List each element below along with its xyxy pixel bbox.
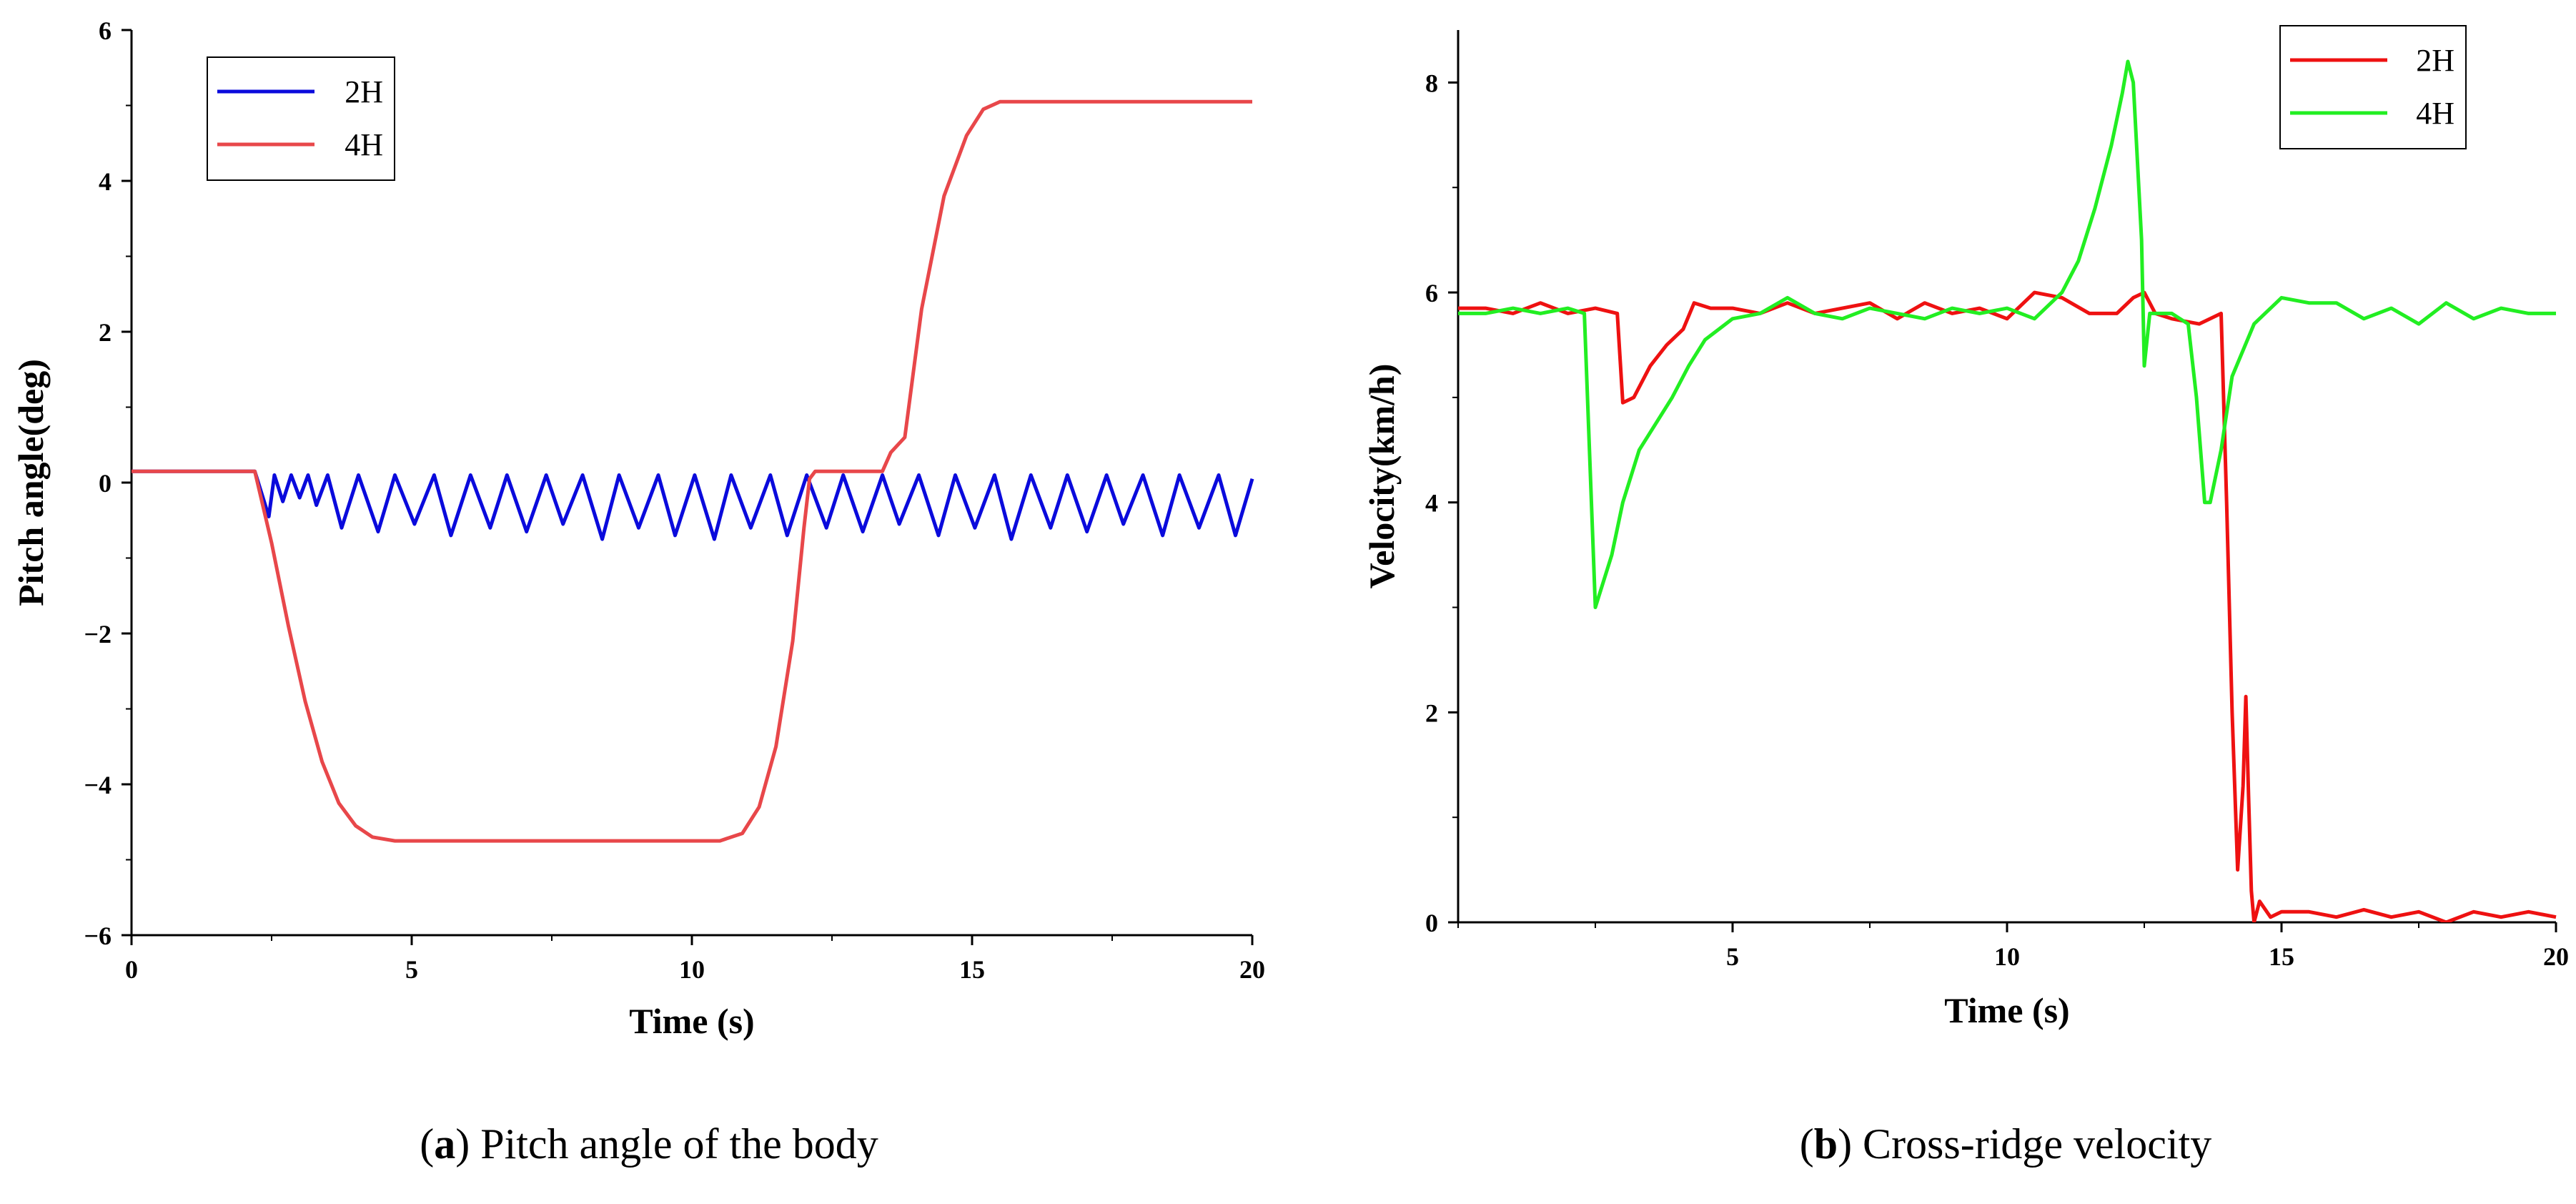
caption-letter: a bbox=[434, 1120, 455, 1168]
x-tick-label: 20 bbox=[1239, 955, 1265, 984]
x-tick-label: 0 bbox=[125, 955, 138, 984]
y-tick-label: −4 bbox=[84, 771, 112, 799]
y-tick-label: 8 bbox=[1425, 69, 1438, 97]
caption: (a) Pitch angle of the body bbox=[420, 1120, 878, 1168]
y-tick-label: 6 bbox=[1425, 279, 1438, 307]
x-tick-label: 10 bbox=[1994, 942, 2020, 971]
y-tick-label: −2 bbox=[84, 620, 112, 648]
legend-box bbox=[2279, 25, 2467, 149]
caption-text: Pitch angle of the body bbox=[480, 1120, 878, 1168]
legend-label-4H: 4H bbox=[2416, 96, 2454, 131]
y-tick-label: 0 bbox=[99, 469, 112, 498]
y-tick-label: 6 bbox=[99, 16, 112, 45]
y-tick-label: −6 bbox=[84, 922, 112, 950]
x-tick-label: 10 bbox=[679, 955, 705, 984]
series-line-4H bbox=[132, 99, 1252, 843]
legend-label-2H: 2H bbox=[2416, 43, 2454, 78]
series-line-2H bbox=[1458, 290, 2557, 922]
series-line-2H bbox=[132, 469, 1254, 541]
caption-text: Cross-ridge velocity bbox=[1863, 1120, 2211, 1168]
caption-paren-open: ( bbox=[420, 1120, 434, 1168]
chart-b: 5 10 15 20 0 2 4 6 8 Time (s) Velocity(km/h) 2H 4H (b… bbox=[1362, 25, 2569, 1168]
x-tick-label: 15 bbox=[959, 955, 985, 984]
legend-label-2H: 2H bbox=[345, 74, 383, 109]
caption-letter: b bbox=[1814, 1120, 1838, 1168]
legend-label-4H: 4H bbox=[345, 127, 383, 162]
legend: 2H 4H bbox=[2279, 25, 2467, 149]
y-tick-label: 0 bbox=[1425, 909, 1438, 937]
x-tick-label: 20 bbox=[2543, 942, 2569, 971]
x-tick-label: 15 bbox=[2269, 942, 2294, 971]
x-tick-label: 5 bbox=[405, 955, 418, 984]
x-tick-label: 5 bbox=[1726, 942, 1739, 971]
y-tick-label: 2 bbox=[1425, 699, 1438, 727]
legend-box bbox=[207, 56, 395, 181]
y-axis-title: Pitch angle(deg) bbox=[11, 359, 51, 606]
caption: (b) Cross-ridge velocity bbox=[1800, 1120, 2212, 1168]
x-axis-title: Time (s) bbox=[1944, 990, 2069, 1030]
caption-paren-close: ) bbox=[1838, 1120, 1863, 1168]
y-tick-label: 4 bbox=[1425, 489, 1438, 518]
x-axis-title: Time (s) bbox=[629, 1001, 754, 1041]
caption-paren-open: ( bbox=[1800, 1120, 1814, 1168]
legend: 2H 4H bbox=[207, 56, 395, 181]
series-line-4H bbox=[1458, 59, 2556, 609]
y-axis-title: Velocity(km/h) bbox=[1362, 364, 1402, 589]
y-tick-label: 2 bbox=[99, 318, 112, 347]
chart-a: 0 5 10 15 20 −6 −4 −2 0 2 4 6 Time (s) Pitch angle(de… bbox=[11, 16, 1265, 1168]
caption-paren-close: ) bbox=[455, 1120, 480, 1168]
y-tick-label: 4 bbox=[99, 167, 112, 196]
